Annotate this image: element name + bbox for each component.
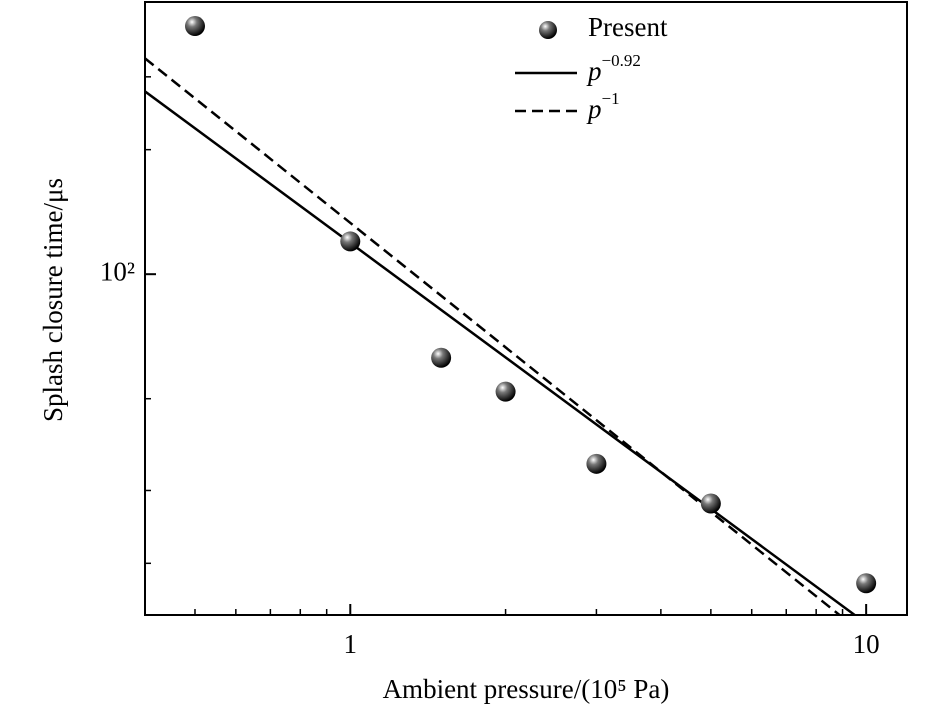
legend-name: p xyxy=(586,94,602,124)
data-point xyxy=(495,381,516,402)
fit-line xyxy=(145,57,842,615)
data-point xyxy=(586,453,607,474)
legend-label: Present xyxy=(588,12,668,42)
x-tick-label: 10 xyxy=(853,629,880,659)
legend-exponent: −0.92 xyxy=(602,51,641,70)
legend-name: p xyxy=(586,56,602,86)
legend-name: Present xyxy=(588,12,668,42)
legend-exponent: −1 xyxy=(602,89,620,108)
y-tick-label: 10² xyxy=(100,256,135,286)
legend-label: p−1 xyxy=(586,89,620,124)
y-axis-title: Splash closure time/μs xyxy=(38,178,68,422)
data-point xyxy=(856,573,877,594)
plot-area xyxy=(145,57,857,615)
legend-label: p−0.92 xyxy=(586,51,641,86)
data-point xyxy=(340,231,361,252)
legend-marker xyxy=(539,21,557,39)
data-point xyxy=(184,16,205,37)
fit-line xyxy=(145,90,857,615)
x-axis-title: Ambient pressure/(10⁵ Pa) xyxy=(383,674,670,704)
x-tick-label: 1 xyxy=(344,629,358,659)
data-point xyxy=(700,493,721,514)
plot-frame xyxy=(144,1,908,616)
data-point xyxy=(431,347,452,368)
